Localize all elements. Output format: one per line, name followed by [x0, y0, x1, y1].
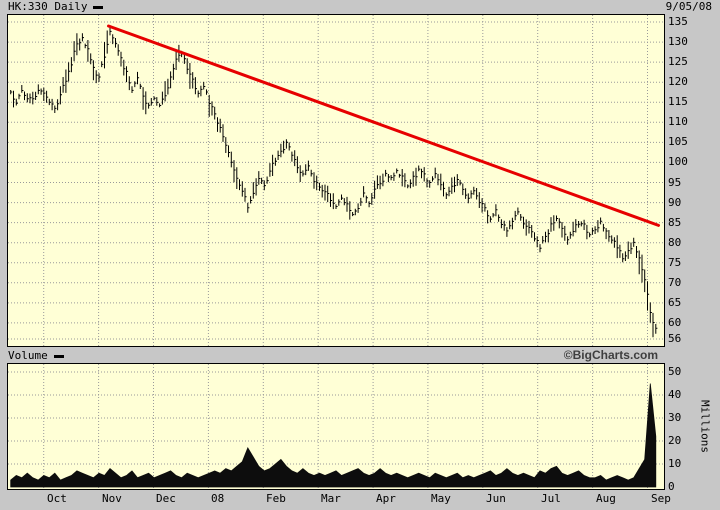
month-label: Nov — [102, 492, 122, 505]
price-gridlines — [8, 15, 664, 346]
volume-chart-svg — [8, 364, 664, 489]
price-series-legend-dash-icon — [93, 5, 104, 9]
price-tick-label: 125 — [668, 55, 688, 68]
price-tick-label: 110 — [668, 115, 688, 128]
volume-tick-label: 0 — [668, 480, 675, 493]
ohlc-bars — [10, 25, 658, 338]
volume-legend: Volume — [8, 349, 64, 362]
price-tick-label: 130 — [668, 35, 688, 48]
price-tick-label: 105 — [668, 135, 688, 148]
volume-gridlines — [8, 364, 664, 489]
volume-tick-label: 50 — [668, 365, 682, 378]
month-label: Jun — [486, 492, 506, 505]
month-label: Dec — [156, 492, 176, 505]
volume-tick-label: 30 — [668, 411, 682, 424]
volume-chart-panel — [7, 363, 665, 490]
month-label: 08 — [211, 492, 225, 505]
volume-label: Volume — [8, 349, 48, 362]
month-label: Feb — [266, 492, 286, 505]
month-label: Oct — [47, 492, 67, 505]
price-chart-panel — [7, 14, 665, 347]
price-tick-label: 80 — [668, 236, 682, 249]
price-tick-label: 85 — [668, 216, 682, 229]
chart-header-bar: HK:330 Daily 9/05/08 — [0, 0, 720, 14]
volume-area — [10, 383, 657, 488]
symbol-label: HK:330 Daily — [8, 0, 88, 13]
price-tick-label: 56 — [668, 332, 682, 345]
symbol-title: HK:330 Daily — [8, 0, 104, 14]
price-tick-label: 95 — [668, 176, 682, 189]
volume-units-label: Millions — [698, 400, 712, 453]
price-tick-label: 100 — [668, 155, 688, 168]
price-tick-label: 120 — [668, 75, 688, 88]
month-label: Sep — [651, 492, 671, 505]
volume-tick-label: 20 — [668, 434, 682, 447]
volume-series-legend-dash-icon — [53, 354, 64, 358]
price-chart-svg — [8, 15, 664, 346]
month-label: May — [431, 492, 451, 505]
price-tick-label: 65 — [668, 296, 682, 309]
price-tick-label: 115 — [668, 95, 688, 108]
price-tick-label: 75 — [668, 256, 682, 269]
bigcharts-brand: ©BigCharts.com — [563, 348, 658, 362]
month-label: Jul — [541, 492, 561, 505]
month-label: Apr — [376, 492, 396, 505]
price-tick-label: 60 — [668, 316, 682, 329]
price-tick-label: 70 — [668, 276, 682, 289]
price-tick-label: 135 — [668, 15, 688, 28]
volume-tick-label: 40 — [668, 388, 682, 401]
price-tick-label: 90 — [668, 196, 682, 209]
trendline — [107, 24, 660, 227]
chart-date: 9/05/08 — [665, 0, 712, 13]
month-label: Aug — [596, 492, 616, 505]
volume-tick-label: 10 — [668, 457, 682, 470]
month-label: Mar — [321, 492, 341, 505]
